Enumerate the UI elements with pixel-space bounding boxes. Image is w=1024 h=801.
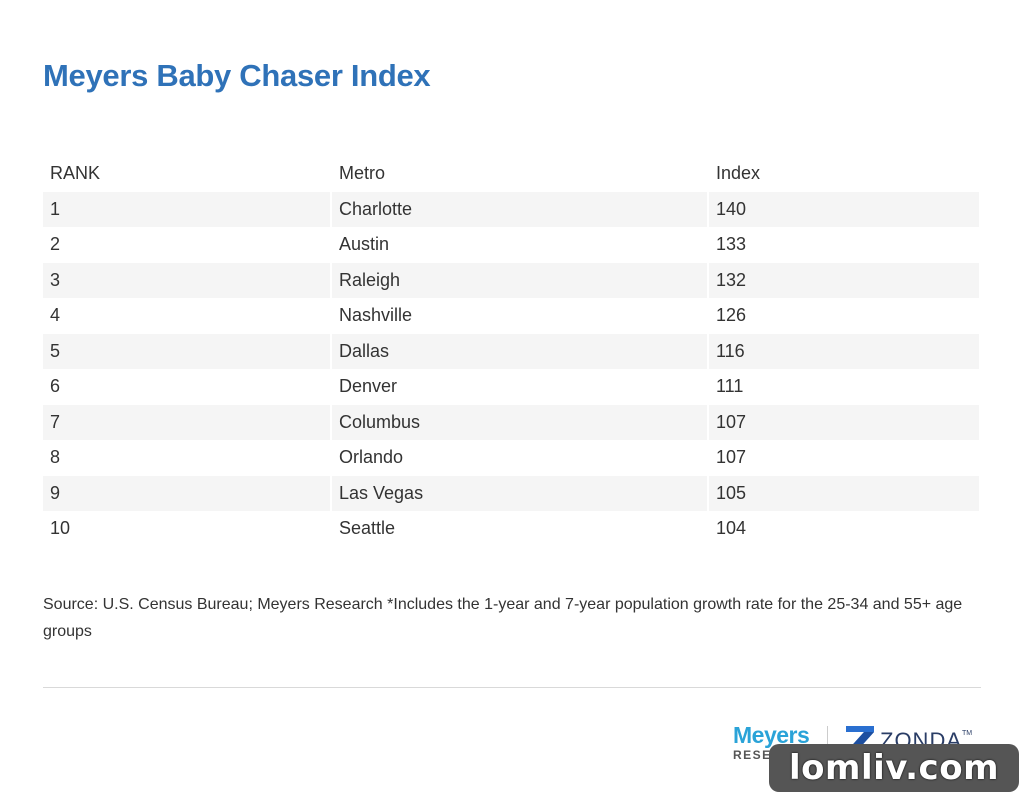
cell-rank: 8 xyxy=(50,447,61,467)
cell-metro: Nashville xyxy=(330,298,707,334)
table-row: 4 Nashville 126 xyxy=(43,298,979,334)
cell-rank: 4 xyxy=(50,305,61,325)
column-header-rank: RANK xyxy=(50,163,101,183)
cell-metro: Las Vegas xyxy=(330,475,707,511)
cell-index: 107 xyxy=(707,404,979,440)
cell-metro: Charlotte xyxy=(330,191,707,227)
index-table: RANK Metro Index 1 Charlotte 140 2 Austin 133… xyxy=(43,156,979,547)
cell-rank: 5 xyxy=(43,333,330,369)
cell-index: 140 xyxy=(707,191,979,227)
table-row: 5 Dallas 116 xyxy=(43,333,979,369)
cell-metro: Columbus xyxy=(330,404,707,440)
cell-metro: Seattle xyxy=(330,511,707,547)
table-row: 6 Denver 111 xyxy=(43,369,979,405)
cell-metro: Orlando xyxy=(330,440,707,476)
cell-index: 107 xyxy=(707,440,979,476)
divider xyxy=(43,687,981,688)
cell-metro: Austin xyxy=(330,227,707,263)
cell-index: 104 xyxy=(707,511,979,547)
cell-metro: Dallas xyxy=(330,333,707,369)
table-row: 8 Orlando 107 xyxy=(43,440,979,476)
cell-index: 132 xyxy=(707,262,979,298)
meyers-logo-word: Meyers xyxy=(733,722,810,748)
cell-rank: 9 xyxy=(43,475,330,511)
table-row: 2 Austin 133 xyxy=(43,227,979,263)
table-row: 10 Seattle 104 xyxy=(43,511,979,547)
chart-title: Meyers Baby Chaser Index xyxy=(43,58,431,93)
cell-index: 116 xyxy=(707,333,979,369)
cell-index: 105 xyxy=(707,475,979,511)
cell-rank: 2 xyxy=(50,234,61,254)
column-header-metro: Metro xyxy=(330,156,707,192)
table-row: 9 Las Vegas 105 xyxy=(43,475,979,511)
cell-rank: 1 xyxy=(43,191,330,227)
table-row: 3 Raleigh 132 xyxy=(43,262,979,298)
cell-rank: 7 xyxy=(43,404,330,440)
cell-rank: 3 xyxy=(43,262,330,298)
table-row: 7 Columbus 107 xyxy=(43,404,979,440)
cell-index: 111 xyxy=(707,369,979,405)
cell-index: 126 xyxy=(707,298,979,334)
cell-index: 133 xyxy=(707,227,979,263)
cell-metro: Denver xyxy=(330,369,707,405)
table-header-row: RANK Metro Index xyxy=(43,156,979,192)
zonda-trademark: TM xyxy=(962,730,973,737)
cell-rank: 10 xyxy=(50,518,71,538)
watermark-badge: lomliv.com xyxy=(769,744,1019,792)
table-body: 1 Charlotte 140 2 Austin 133 3 Raleigh 132 4 Nashv… xyxy=(43,191,979,547)
cell-metro: Raleigh xyxy=(330,262,707,298)
table-row: 1 Charlotte 140 xyxy=(43,191,979,227)
cell-rank: 6 xyxy=(50,376,61,396)
source-footnote: Source: U.S. Census Bureau; Meyers Resea… xyxy=(43,596,963,640)
column-header-index: Index xyxy=(707,156,979,192)
